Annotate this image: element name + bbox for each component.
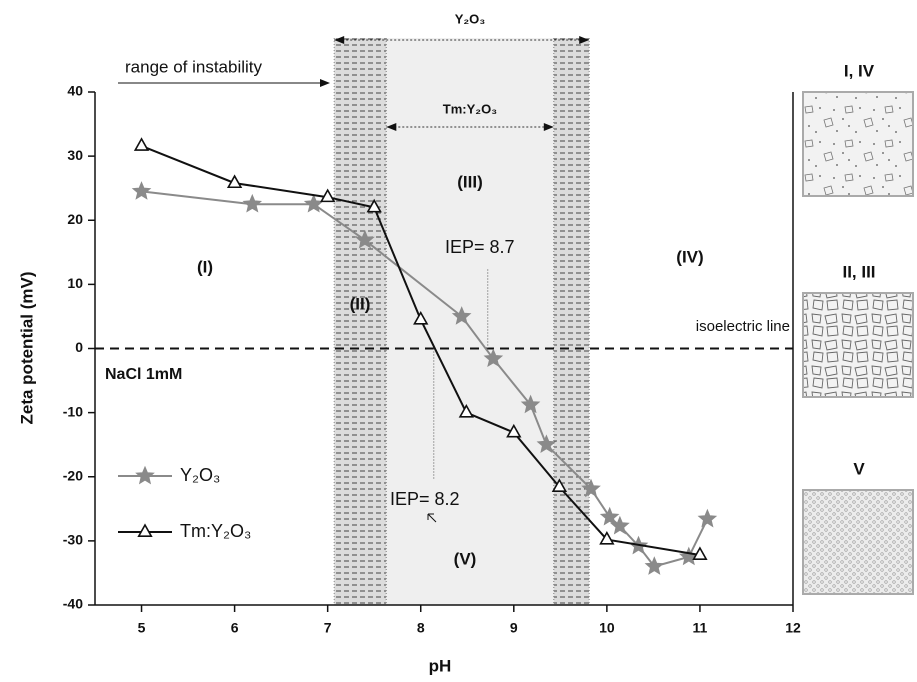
star-marker xyxy=(520,394,541,414)
shaded-region xyxy=(553,38,590,605)
star-marker xyxy=(451,306,472,325)
star-marker xyxy=(242,193,263,213)
x-tick-label: 7 xyxy=(324,620,332,636)
triangle-marker xyxy=(551,478,568,493)
y-tick-label: -30 xyxy=(63,532,83,548)
tm-range-arrow-head xyxy=(543,123,554,131)
annotation: (V) xyxy=(454,549,477,568)
microstructure-panel xyxy=(802,489,914,595)
annotation: IEP= 8.7 xyxy=(445,237,515,257)
star-marker xyxy=(536,434,557,454)
triangle-marker xyxy=(458,403,475,418)
star-marker xyxy=(697,508,718,528)
star-marker xyxy=(644,556,665,575)
regions xyxy=(333,38,590,605)
x-tick-label: 10 xyxy=(599,620,615,636)
panel-label: I, IV xyxy=(844,61,875,80)
triangle-marker xyxy=(137,523,153,537)
star-marker xyxy=(131,181,152,200)
annotation: (III) xyxy=(457,172,483,191)
star-marker xyxy=(355,229,375,249)
star-marker xyxy=(610,515,630,535)
panel-label: II, III xyxy=(842,262,875,281)
triangle-marker xyxy=(133,137,150,151)
y-tick-label: 40 xyxy=(67,83,83,99)
star-marker xyxy=(483,348,504,368)
star-marker xyxy=(303,193,324,213)
annotation: (II) xyxy=(350,294,371,313)
annotation: NaCl 1mM xyxy=(105,366,182,383)
triangle-marker xyxy=(692,546,708,560)
annotation: range of instability xyxy=(125,57,263,76)
annotation: isoelectric line xyxy=(696,318,790,335)
y-tick-label: 0 xyxy=(75,339,83,355)
triangle-marker xyxy=(366,198,382,213)
y-axis-title: Zeta potential (mV) xyxy=(17,271,36,424)
y-tick-label: -10 xyxy=(63,403,83,419)
triangle-marker xyxy=(599,530,615,545)
instability-arrow-head xyxy=(320,79,330,87)
triangle-marker xyxy=(506,423,522,438)
annotation: Tm:Y₂O₃ xyxy=(443,101,497,116)
annotation: (IV) xyxy=(676,247,703,266)
x-tick-label: 8 xyxy=(417,620,425,636)
x-axis-title: pH xyxy=(429,656,452,675)
y2o3-range-arrow-head xyxy=(579,36,590,44)
shaded-region xyxy=(334,38,387,605)
annotation: (I) xyxy=(197,257,213,276)
x-tick-label: 5 xyxy=(138,620,146,636)
y-tick-label: 20 xyxy=(67,211,83,227)
star-marker xyxy=(581,478,601,498)
y-tick-label: -20 xyxy=(63,467,83,483)
panel-label: V xyxy=(853,459,865,478)
x-tick-label: 11 xyxy=(693,620,708,636)
triangle-marker xyxy=(413,311,429,325)
shaded-region xyxy=(386,38,554,605)
legend-label: Y₂O₃ xyxy=(180,465,220,485)
annotation: Y₂O₃ xyxy=(455,11,486,26)
tm-range-arrow-head xyxy=(386,123,397,131)
series-line xyxy=(141,144,701,556)
star-marker xyxy=(135,465,155,485)
triangle-marker xyxy=(319,188,336,203)
y-tick-label: 10 xyxy=(67,275,83,291)
star-marker xyxy=(599,506,620,526)
x-tick-label: 6 xyxy=(231,620,239,636)
x-tick-label: 12 xyxy=(785,620,801,636)
annotation: IEP= 8.2 xyxy=(390,489,460,509)
microstructure-panel xyxy=(802,91,914,197)
y-tick-label: -40 xyxy=(63,596,83,612)
y-tick-label: 30 xyxy=(67,147,83,163)
triangle-marker xyxy=(226,174,243,189)
iep-arrow xyxy=(427,513,437,523)
y2o3-range-arrow-head xyxy=(334,36,345,44)
x-tick-label: 9 xyxy=(510,620,518,636)
microstructure-panel xyxy=(802,292,914,398)
legend-label: Tm:Y₂O₃ xyxy=(180,521,251,541)
